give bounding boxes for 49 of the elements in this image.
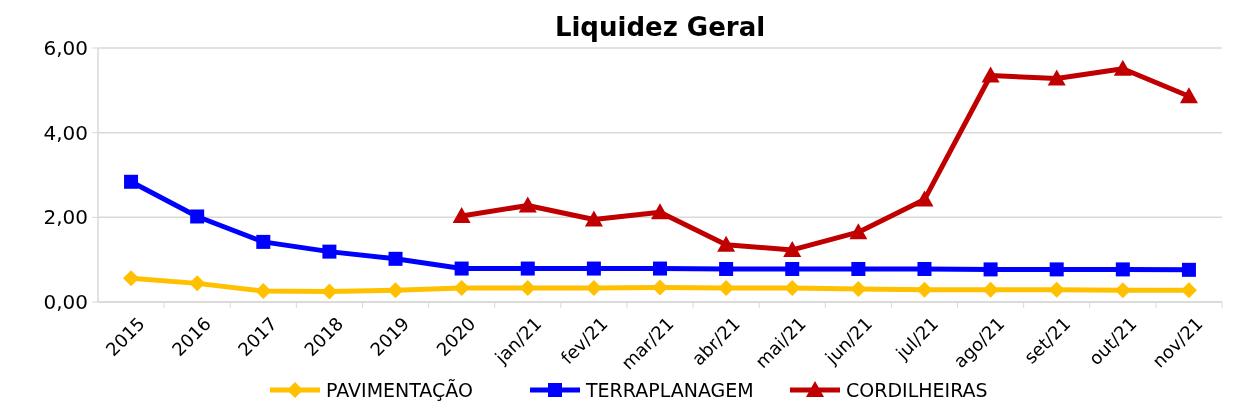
- point: [719, 261, 734, 276]
- point: [1113, 59, 1132, 76]
- point: [652, 279, 668, 296]
- point: [453, 280, 470, 297]
- legend-label: CORDILHEIRAS: [846, 378, 988, 401]
- point: [1047, 69, 1066, 86]
- point: [322, 244, 337, 259]
- point: [255, 282, 272, 299]
- point: [1049, 262, 1064, 277]
- y-tick-label: 2,00: [43, 205, 88, 230]
- point: [849, 223, 868, 240]
- point: [851, 261, 866, 276]
- point: [321, 283, 338, 300]
- y-tick-label: 6,00: [43, 36, 88, 60]
- point: [190, 209, 205, 224]
- point: [454, 261, 469, 276]
- point: [256, 234, 271, 249]
- point: [982, 281, 999, 298]
- point: [1179, 87, 1198, 104]
- point: [917, 261, 932, 276]
- point: [1181, 262, 1196, 277]
- point: [520, 261, 535, 276]
- chart-title: Liquidez Geral: [554, 12, 766, 42]
- point: [452, 207, 471, 224]
- point: [983, 262, 998, 277]
- point: [1115, 262, 1130, 277]
- point: [981, 66, 1000, 83]
- point: [387, 282, 404, 299]
- point: [785, 261, 800, 276]
- point: [653, 261, 667, 276]
- y-tick-label: 0,00: [43, 290, 88, 314]
- point: [388, 251, 403, 266]
- point: [518, 196, 537, 213]
- point: [189, 275, 206, 292]
- point: [1114, 282, 1131, 299]
- point: [586, 261, 601, 276]
- legend-label: TERRAPLANAGEM: [585, 378, 754, 401]
- point: [124, 174, 139, 189]
- point: [915, 190, 934, 207]
- point: [916, 281, 933, 298]
- point: [783, 240, 802, 257]
- point: [717, 235, 736, 252]
- point: [1048, 281, 1065, 298]
- point: [850, 280, 867, 297]
- point: [584, 210, 603, 227]
- y-tick-label: 4,00: [43, 120, 88, 145]
- legend-label: PAVIMENTAÇÃO: [326, 378, 473, 401]
- point: [123, 270, 140, 287]
- point: [651, 203, 669, 220]
